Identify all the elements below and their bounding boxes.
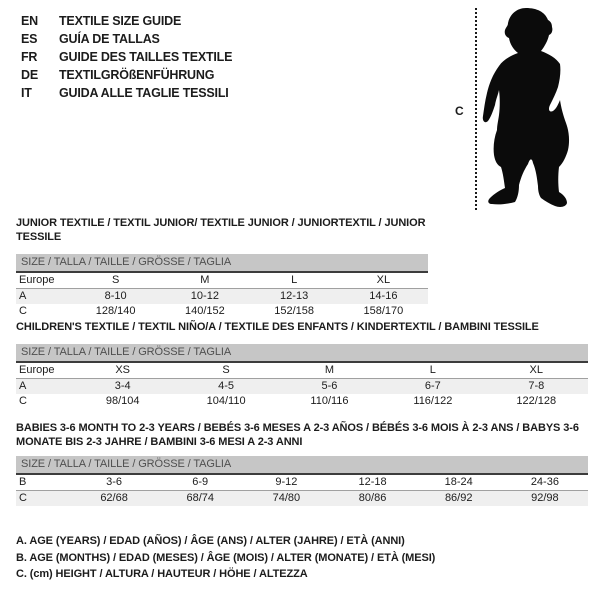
cell-value: 110/116 bbox=[310, 395, 349, 407]
table-row: C 62/68 68/74 74/80 80/86 86/92 92/98 bbox=[16, 490, 588, 506]
cell-value: 140/152 bbox=[184, 305, 225, 317]
footnote-line: A. AGE (YEARS) / EDAD (AÑOS) / ÂGE (ANS)… bbox=[16, 535, 405, 547]
baby-silhouette-icon bbox=[482, 8, 570, 207]
row-label: C bbox=[16, 490, 71, 506]
language-row: FR GUIDE DES TAILLES TEXTILE bbox=[21, 48, 232, 66]
language-code: IT bbox=[21, 86, 32, 100]
junior-size-table: JUNIOR TEXTILE / TEXTIL JUNIOR/ TEXTILE … bbox=[16, 216, 428, 319]
guide-title: GUIDA ALLE TAGLIE TESSILI bbox=[59, 86, 229, 100]
cell-value: XL bbox=[338, 273, 428, 289]
cell-value: L bbox=[381, 363, 485, 379]
size-header-bar: SIZE / TALLA / TAILLE / GRÖSSE / TAGLIA bbox=[16, 254, 428, 273]
table-row: C 128/140 140/152 152/158 158/170 bbox=[16, 304, 428, 319]
cell-value: 152/158 bbox=[274, 305, 314, 317]
row-label: C bbox=[19, 305, 27, 317]
language-row: EN TEXTILE SIZE GUIDE bbox=[21, 12, 232, 30]
cell-value: 7-8 bbox=[484, 378, 588, 394]
cell-value: XS bbox=[71, 363, 175, 379]
language-code: FR bbox=[21, 50, 38, 64]
footnote-line: C. (cm) HEIGHT / ALTURA / HAUTEUR / HÖHE… bbox=[16, 568, 308, 580]
cell-value: 24-36 bbox=[501, 475, 588, 491]
cell-value: 6-7 bbox=[381, 378, 485, 394]
cell-value: 86/92 bbox=[415, 490, 502, 506]
table-title: CHILDREN'S TEXTILE / TEXTIL NIÑO/A / TEX… bbox=[16, 321, 539, 333]
guide-title: GUIDE DES TAILLES TEXTILE bbox=[59, 50, 233, 64]
cell-value: 6-9 bbox=[157, 475, 244, 491]
footnote-line: B. AGE (MONTHS) / EDAD (MESES) / ÂGE (MO… bbox=[16, 551, 436, 564]
language-code: ES bbox=[21, 32, 38, 46]
cell-value: 74/80 bbox=[243, 490, 330, 506]
cell-value: 12-18 bbox=[329, 475, 416, 491]
footnotes: A. AGE (YEARS) / EDAD (AÑOS) / ÂGE (ANS)… bbox=[16, 533, 435, 583]
cell-value: 62/68 bbox=[71, 490, 158, 506]
guide-title: TEXTILGRÖßENFÜHRUNG bbox=[59, 68, 215, 82]
guide-title: GUÍA DE TALLAS bbox=[59, 32, 160, 46]
cell-value: L bbox=[249, 273, 339, 289]
cell-value: 80/86 bbox=[329, 490, 416, 506]
table-title: BABIES 3-6 MONTH TO 2-3 YEARS / BEBÉS 3-… bbox=[16, 422, 579, 448]
column-header-row: Europe S M L XL bbox=[16, 273, 428, 289]
cell-value: 14-16 bbox=[338, 288, 428, 304]
height-dotted-line bbox=[475, 8, 477, 210]
size-header-bar: SIZE / TALLA / TAILLE / GRÖSSE / TAGLIA bbox=[16, 456, 588, 475]
cell-value: 8-10 bbox=[71, 288, 161, 304]
cell-value: 98/104 bbox=[105, 395, 140, 407]
row-label: Europe bbox=[16, 363, 71, 379]
column-header-row: B 3-6 6-9 9-12 12-18 18-24 24-36 bbox=[16, 475, 588, 491]
language-code: EN bbox=[21, 14, 38, 28]
language-title-list: EN TEXTILE SIZE GUIDE ES GUÍA DE TALLAS … bbox=[21, 12, 232, 102]
cell-value: 9-12 bbox=[243, 475, 330, 491]
cell-value: 4-5 bbox=[174, 378, 278, 394]
row-label: A bbox=[16, 288, 71, 304]
row-label: B bbox=[16, 475, 71, 491]
language-row: DE TEXTILGRÖßENFÜHRUNG bbox=[21, 66, 232, 84]
cell-value: 12-13 bbox=[249, 288, 339, 304]
cell-value: 68/74 bbox=[157, 490, 244, 506]
cell-value: 3-4 bbox=[71, 378, 175, 394]
size-grid: Europe XS S M L XL A 3-4 4-5 5-6 6-7 7-8 C 98/104 104/… bbox=[16, 363, 588, 409]
cell-value: 116/122 bbox=[413, 395, 453, 407]
column-header-row: Europe XS S M L XL bbox=[16, 363, 588, 379]
language-row: IT GUIDA ALLE TAGLIE TESSILI bbox=[21, 84, 232, 102]
cell-value: XL bbox=[484, 363, 588, 379]
table-row: C 98/104 104/110 110/116 116/122 122/128 bbox=[16, 394, 588, 409]
cell-value: 92/98 bbox=[501, 490, 588, 506]
row-label: C bbox=[19, 395, 27, 407]
table-row: A 3-4 4-5 5-6 6-7 7-8 bbox=[16, 378, 588, 394]
cell-value: 104/110 bbox=[206, 395, 246, 407]
cell-value: 128/140 bbox=[95, 305, 136, 317]
size-grid: Europe S M L XL A 8-10 10-12 12-13 14-16 C 128/140 1… bbox=[16, 273, 428, 319]
language-row: ES GUÍA DE TALLAS bbox=[21, 30, 232, 48]
cell-value: S bbox=[174, 363, 278, 379]
cell-value: 3-6 bbox=[71, 475, 158, 491]
guide-title: TEXTILE SIZE GUIDE bbox=[59, 14, 182, 28]
cell-value: 158/170 bbox=[363, 305, 404, 317]
children-size-table: CHILDREN'S TEXTILE / TEXTIL NIÑO/A / TEX… bbox=[16, 320, 588, 409]
row-label: A bbox=[16, 378, 71, 394]
language-code: DE bbox=[21, 68, 38, 82]
cell-value: S bbox=[71, 273, 161, 289]
cell-value: M bbox=[160, 273, 250, 289]
table-row: A 8-10 10-12 12-13 14-16 bbox=[16, 288, 428, 304]
cell-value: M bbox=[277, 363, 382, 379]
babies-size-table: BABIES 3-6 MONTH TO 2-3 YEARS / BEBÉS 3-… bbox=[16, 421, 588, 506]
height-measure-label: C bbox=[455, 104, 464, 118]
cell-value: 5-6 bbox=[277, 378, 382, 394]
size-header-bar: SIZE / TALLA / TAILLE / GRÖSSE / TAGLIA bbox=[16, 344, 588, 363]
row-label: Europe bbox=[16, 273, 71, 289]
cell-value: 122/128 bbox=[516, 395, 557, 407]
cell-value: 18-24 bbox=[415, 475, 502, 491]
size-grid: B 3-6 6-9 9-12 12-18 18-24 24-36 C 62/68 68/74 74/… bbox=[16, 475, 588, 506]
table-title: JUNIOR TEXTILE / TEXTIL JUNIOR/ TEXTILE … bbox=[16, 217, 426, 243]
cell-value: 10-12 bbox=[160, 288, 250, 304]
